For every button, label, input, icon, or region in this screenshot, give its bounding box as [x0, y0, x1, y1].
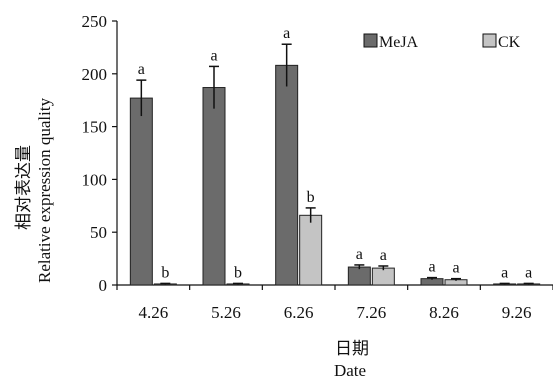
x-tick-label: 6.26: [284, 303, 314, 322]
significance-label-ck: a: [452, 260, 459, 277]
x-axis: 4.26 5.26 6.26 7.26 8.26 9.26: [116, 284, 553, 322]
bars: [129, 64, 541, 286]
significance-label-meja: a: [138, 61, 145, 78]
legend-swatch-ck: [482, 33, 497, 48]
significance-label-meja: a: [210, 47, 217, 64]
error-bars: [136, 43, 534, 285]
x-tick-label: 8.26: [429, 303, 459, 322]
bar-ck-7.26: [371, 267, 395, 286]
significance-label-ck: b: [161, 264, 169, 281]
bar-ck-6.26: [299, 214, 323, 286]
significance-label-meja: a: [501, 264, 508, 281]
x-tick-label: 9.26: [502, 303, 532, 322]
bar-meja-4.26: [129, 97, 153, 286]
legend-label-ck: CK: [498, 34, 521, 51]
x-tick-label: 5.26: [211, 303, 241, 322]
significance-label-meja: a: [428, 259, 435, 276]
significance-label-ck: b: [234, 264, 242, 281]
significance-label-ck: a: [380, 247, 387, 264]
bar-meja-7.26: [347, 266, 371, 286]
x-tick-label: 4.26: [138, 303, 168, 322]
legend-label-meja: MeJA: [379, 34, 419, 51]
significance-label-ck: a: [525, 264, 532, 281]
significance-label-meja: a: [283, 25, 290, 42]
y-tick-label: 100: [82, 170, 108, 189]
legend: MeJA CK: [363, 33, 521, 51]
y-axis-label-cn: 相对表达量: [14, 145, 33, 230]
y-axis-label: Relative expression quality: [35, 97, 54, 283]
y-tick-label: 250: [82, 12, 108, 31]
y-tick-label: 50: [90, 223, 107, 242]
x-tick-label: 7.26: [356, 303, 386, 322]
y-tick-label: 150: [82, 118, 108, 137]
bar-meja-5.26: [202, 87, 226, 286]
x-axis-label-cn: 日期: [335, 339, 369, 358]
significance-label-meja: a: [356, 246, 363, 263]
y-tick-label: 200: [82, 65, 108, 84]
bar-meja-6.26: [275, 64, 299, 286]
x-axis-label: Date: [334, 361, 366, 379]
y-axis: 0 50 100 150 200 250: [82, 12, 118, 295]
significance-label-ck: b: [307, 189, 315, 206]
legend-swatch-meja: [363, 33, 378, 48]
y-tick-label: 0: [99, 276, 108, 295]
